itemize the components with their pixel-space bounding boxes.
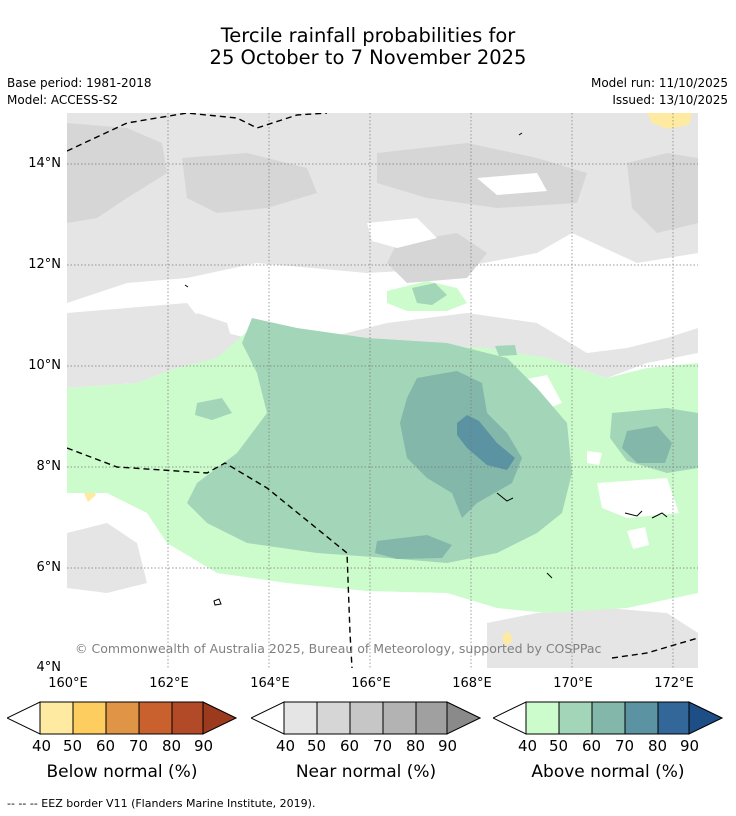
above-normal-60-70-region — [375, 535, 452, 559]
colorbar-near-normal-title: Near normal (%) — [295, 762, 437, 782]
colorbar-below-normal-scale — [5, 701, 238, 735]
above-normal-gap — [627, 527, 649, 549]
colorbar-tick: 80 — [406, 737, 426, 755]
colorbar-tick: 90 — [194, 737, 214, 755]
colorbar-tick: 70 — [373, 737, 393, 755]
colorbar-cell — [525, 701, 560, 735]
colorbar-cell — [591, 701, 626, 735]
colorbar-tick: 60 — [340, 737, 360, 755]
colorbar-cell — [171, 701, 204, 735]
colorbar-cell — [39, 701, 74, 735]
map-gridlines — [67, 113, 698, 668]
map-panel: © Commonwealth of Australia 2025, Bureau… — [67, 113, 698, 668]
colorbar-cell — [316, 701, 351, 735]
colorbar-tick: 40 — [276, 737, 296, 755]
colorbar-near-normal — [249, 701, 482, 735]
eez-footnote: -- -- -- EEZ border V11 (Flanders Marine… — [7, 797, 316, 810]
colorbar-tick: 50 — [63, 737, 83, 755]
eez-border — [67, 113, 698, 668]
colorbar-above-normal — [491, 701, 724, 735]
above-normal-gap — [597, 478, 679, 518]
colorbar-tick: 50 — [307, 737, 327, 755]
colorbar-cell — [491, 701, 527, 735]
below-normal-40-50-region — [502, 631, 513, 646]
colorbar-tick: 80 — [648, 737, 668, 755]
above-normal-60-70-region — [400, 371, 522, 518]
colorbar-cell — [558, 701, 593, 735]
near-normal-50-60-region — [627, 153, 698, 233]
lon-label: 166°E — [351, 676, 391, 691]
below-normal-40-50-region — [647, 113, 692, 129]
probability-map — [67, 113, 698, 668]
near-normal-gap — [477, 173, 547, 195]
colorbar-cell — [657, 701, 690, 735]
colorbar-cell — [105, 701, 140, 735]
above-normal-50-60-region — [412, 283, 447, 305]
near-normal-40-50-region — [67, 523, 147, 593]
above-normal-50-60-region — [495, 345, 517, 356]
model-run: Model run: 11/10/2025 — [590, 76, 728, 90]
lon-label: 172°E — [654, 676, 694, 691]
issued-date: Issued: 13/10/2025 — [612, 93, 728, 107]
colorbar-cell — [382, 701, 417, 735]
colorbar-tick: 40 — [518, 737, 538, 755]
copyright-notice: © Commonwealth of Australia 2025, Bureau… — [75, 641, 602, 656]
colorbar-above-normal-title: Above normal (%) — [531, 762, 685, 782]
lat-label: 6°N — [36, 560, 62, 575]
colorbar-above-normal-scale — [491, 701, 724, 735]
colorbar-tick: 60 — [582, 737, 602, 755]
lon-label: 164°E — [250, 676, 290, 691]
above-normal-50-60-region — [195, 398, 232, 420]
lon-label: 162°E — [149, 676, 189, 691]
colorbar-cell — [72, 701, 107, 735]
colorbar-tick: 70 — [615, 737, 635, 755]
lon-label: 168°E — [452, 676, 492, 691]
lat-label: 4°N — [36, 660, 62, 675]
near-normal-50-60-region — [67, 123, 167, 223]
lat-label: 10°N — [28, 358, 61, 373]
colorbar-cell — [5, 701, 41, 735]
map-title-line-1: Tercile rainfall probabilities for — [220, 24, 516, 47]
lat-label: 12°N — [28, 257, 61, 272]
colorbar-tick: 50 — [549, 737, 569, 755]
colorbar-tick: 60 — [96, 737, 116, 755]
lat-label: 14°N — [28, 156, 61, 171]
near-normal-40-50-region — [487, 608, 698, 668]
lon-label: 160°E — [48, 676, 88, 691]
base-period: Base period: 1981-2018 — [7, 76, 152, 90]
colorbar-cell — [446, 701, 482, 735]
above-normal-70-80-region — [457, 415, 515, 470]
lat-label: 8°N — [36, 459, 62, 474]
island-outlines — [184, 132, 668, 606]
colorbar-cell — [349, 701, 384, 735]
model-name: Model: ACCESS-S2 — [7, 93, 119, 107]
map-title-line-2: 25 October to 7 November 2025 — [209, 46, 527, 69]
lon-label: 170°E — [553, 676, 593, 691]
colorbar-tick: 40 — [32, 737, 52, 755]
colorbar-below-normal — [5, 701, 238, 735]
above-normal-gap — [587, 451, 602, 465]
colorbar-cell — [624, 701, 659, 735]
above-normal-60-70-region — [622, 426, 672, 463]
colorbar-cell — [283, 701, 318, 735]
colorbar-near-normal-scale — [249, 701, 482, 735]
colorbar-cell — [202, 701, 238, 735]
colorbar-tick: 70 — [129, 737, 149, 755]
colorbar-below-normal-title: Below normal (%) — [46, 762, 198, 782]
near-normal-50-60-region — [182, 153, 317, 213]
colorbar-tick: 80 — [162, 737, 182, 755]
colorbar-tick: 90 — [438, 737, 458, 755]
near-normal-gap — [367, 218, 437, 248]
colorbar-cell — [249, 701, 285, 735]
near-normal-50-60-region — [387, 233, 487, 283]
colorbar-cell — [688, 701, 724, 735]
colorbar-cell — [138, 701, 173, 735]
near-normal-40-50-region — [67, 113, 698, 303]
colorbar-tick: 90 — [680, 737, 700, 755]
colorbar-cell — [415, 701, 448, 735]
